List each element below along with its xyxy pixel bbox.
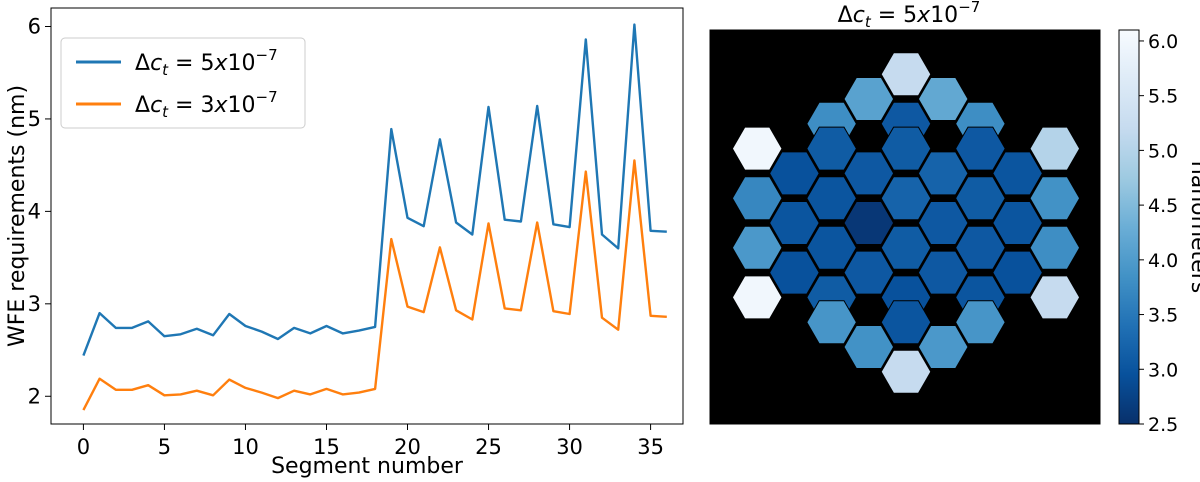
segment-hexagon bbox=[917, 250, 969, 295]
segment-hexagon bbox=[769, 250, 820, 295]
series-line-1 bbox=[82, 23, 667, 357]
y-tick-label: 2 bbox=[28, 384, 41, 408]
segment-hexagon bbox=[1029, 275, 1081, 320]
segment-hexagon bbox=[1029, 225, 1081, 270]
colorbar-label: nanometers bbox=[1186, 161, 1200, 293]
segment-hexagon bbox=[955, 300, 1006, 345]
colorbar-tick-label: 4.5 bbox=[1148, 195, 1178, 217]
segment-map: Δct = 5x10−7 bbox=[709, 0, 1101, 425]
x-tick-label: 15 bbox=[313, 435, 340, 459]
colorbar-tick-label: 6.0 bbox=[1148, 31, 1178, 53]
segment-hexagon bbox=[806, 300, 857, 345]
colorbar-gradient bbox=[1118, 29, 1140, 425]
colorbar-tick-label: 4.0 bbox=[1148, 250, 1178, 272]
y-tick-label: 3 bbox=[28, 292, 41, 316]
x-tick-label: 0 bbox=[77, 435, 90, 459]
y-tick-label: 5 bbox=[28, 107, 41, 131]
segment-hexagon bbox=[917, 201, 969, 245]
colorbar: 2.5 3.0 3.5 4.0 4.5 5.0 5.5 6.0 nanometers bbox=[1118, 29, 1200, 436]
y-tick-label: 6 bbox=[28, 14, 41, 38]
legend-label-series-1: Δct = 5x10−7 bbox=[135, 46, 278, 79]
segment-hexagon bbox=[880, 225, 932, 270]
line-chart-series bbox=[82, 23, 667, 411]
segment-hexagon bbox=[731, 126, 783, 171]
colorbar-tick-label: 2.5 bbox=[1148, 414, 1178, 436]
segment-hexagon bbox=[843, 201, 895, 245]
segment-hexagon bbox=[731, 176, 783, 221]
segment-hexagon bbox=[731, 225, 783, 270]
segment-hexagon bbox=[769, 151, 820, 196]
y-tick-label: 4 bbox=[28, 199, 41, 223]
segment-hexagon bbox=[917, 151, 969, 196]
line-chart-x-ticks: 0 5 10 15 20 25 30 35 bbox=[77, 424, 664, 459]
legend-box bbox=[60, 37, 306, 129]
segment-hexagon bbox=[880, 52, 932, 97]
x-tick-label: 35 bbox=[637, 435, 664, 459]
colorbar-tick-label: 3.5 bbox=[1148, 305, 1178, 327]
segment-hexagon bbox=[955, 225, 1006, 270]
segment-hexagon bbox=[806, 176, 857, 221]
legend: Δct = 5x10−7 Δct = 3x10−7 bbox=[60, 37, 306, 129]
segment-hexagon bbox=[992, 250, 1043, 295]
colorbar-tick-label: 5.0 bbox=[1148, 140, 1178, 162]
segment-hexagon bbox=[1029, 176, 1081, 221]
segment-hexagon bbox=[843, 77, 895, 121]
segment-hexagon bbox=[843, 325, 895, 369]
segment-hexagon bbox=[731, 275, 783, 320]
segment-hexagon bbox=[843, 250, 895, 295]
legend-label-series-2: Δct = 3x10−7 bbox=[135, 88, 278, 121]
segment-hexagon bbox=[880, 300, 932, 345]
x-axis-label: Segment number bbox=[271, 454, 464, 479]
segment-hexagon bbox=[843, 151, 895, 196]
segment-hexagon bbox=[955, 126, 1006, 171]
segment-hexagon bbox=[1029, 126, 1081, 171]
segment-cells bbox=[731, 52, 1081, 394]
x-tick-label: 30 bbox=[556, 435, 583, 459]
colorbar-ticks: 2.5 3.0 3.5 4.0 4.5 5.0 5.5 6.0 bbox=[1139, 31, 1178, 436]
segment-hexagon bbox=[917, 77, 969, 121]
segment-hexagon bbox=[806, 225, 857, 270]
segment-hexagon bbox=[992, 201, 1043, 245]
segment-hexagon bbox=[806, 126, 857, 171]
line-chart: 0 5 10 15 20 25 30 35 2 3 4 5 6 Segment number WFE … bbox=[5, 7, 684, 479]
segment-hexagon bbox=[880, 126, 932, 171]
segment-hexagon bbox=[917, 325, 969, 369]
x-tick-label: 5 bbox=[158, 435, 171, 459]
segment-hexagon bbox=[992, 151, 1043, 196]
x-tick-label: 20 bbox=[394, 435, 421, 459]
x-tick-label: 25 bbox=[475, 435, 502, 459]
line-chart-y-ticks: 2 3 4 5 6 bbox=[28, 14, 51, 408]
segment-hexagon bbox=[955, 176, 1006, 221]
colorbar-tick-label: 5.5 bbox=[1148, 86, 1178, 108]
segment-hexagon bbox=[880, 349, 932, 394]
y-axis-label: WFE requirements (nm) bbox=[5, 85, 30, 347]
x-tick-label: 10 bbox=[232, 435, 259, 459]
segment-map-title: Δct = 5x10−7 bbox=[838, 0, 981, 31]
colorbar-tick-label: 3.0 bbox=[1148, 359, 1178, 381]
series-line-2 bbox=[82, 159, 667, 411]
segment-hexagon bbox=[769, 201, 820, 245]
segment-hexagon bbox=[880, 176, 932, 221]
